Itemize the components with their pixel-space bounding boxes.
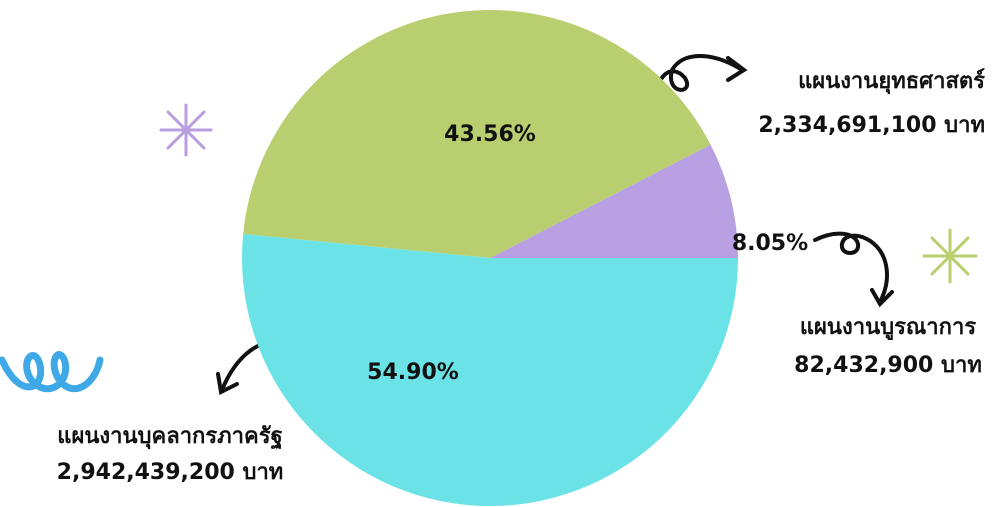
category-label: แผนงานบุคลากรภาครัฐ [57, 424, 282, 450]
spiral [0, 351, 104, 393]
pie-slice [490, 144, 738, 258]
value-label: 43.56% [444, 122, 536, 147]
pie-slice [242, 233, 739, 506]
amount-label: 2,334,691,100 บาท [758, 113, 985, 138]
value-label: 54.90% [367, 360, 459, 385]
pie-slice [243, 9, 711, 259]
amount-label: 82,432,900 บาท [794, 353, 982, 378]
amount-label: 2,942,439,200 บาท [57, 460, 284, 485]
asterisk [159, 103, 213, 157]
value-label: 8.05% [732, 231, 808, 256]
category-label: แผนงานยุทธศาสตร์ [798, 68, 985, 95]
category-label: แผนงานบูรณาการ [800, 315, 976, 341]
pie [242, 9, 739, 506]
asterisk [922, 228, 978, 284]
